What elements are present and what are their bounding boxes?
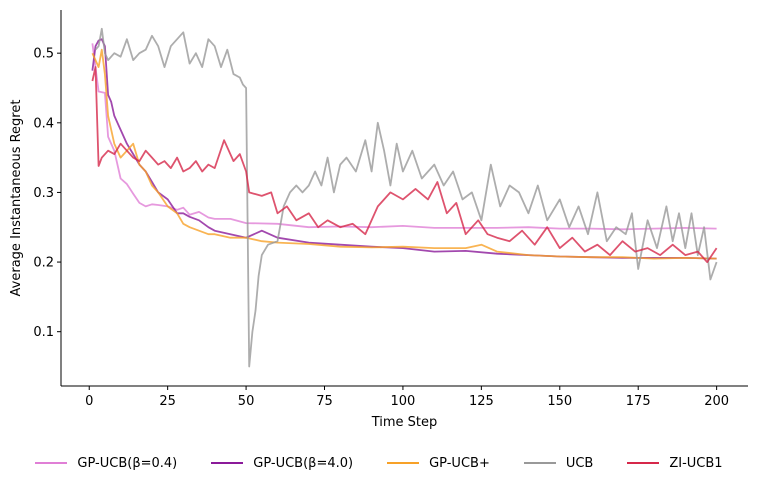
legend-item-4: ZI-UCB1 — [627, 455, 723, 471]
legend-swatch-0 — [35, 462, 68, 464]
legend-swatch-1 — [211, 462, 244, 464]
series-line-3 — [94, 27, 718, 368]
legend-label-2: GP-UCB+ — [429, 455, 490, 471]
series-line-1 — [91, 38, 717, 260]
legend-label-3: UCB — [565, 455, 594, 471]
legend: GP-UCB(β=0.4) GP-UCB(β=4.0) GP-UCB+ UCB ZI-U… — [0, 452, 758, 474]
legend-label-0: GP-UCB(β=0.4) — [77, 455, 178, 471]
x-tick-label-7: 175 — [626, 394, 651, 409]
x-tick-label-6: 150 — [547, 394, 572, 409]
legend-item-0: GP-UCB(β=0.4) — [35, 456, 177, 471]
series-line-4 — [91, 66, 718, 263]
y-tick-label-4: 0.5 — [33, 47, 54, 62]
y-tick-label-0: 0.1 — [33, 325, 54, 340]
x-tick-label-4: 100 — [391, 394, 416, 409]
x-tick-label-2: 50 — [238, 394, 255, 409]
x-tick-label-5: 125 — [469, 394, 494, 409]
legend-swatch-4 — [627, 462, 660, 464]
y-tick-label-3: 0.4 — [33, 116, 54, 131]
legend-label-1: GP-UCB(β=4.0) — [253, 455, 354, 471]
series-line-0 — [91, 43, 717, 231]
y-tick-label-2: 0.3 — [33, 186, 54, 201]
series-line-2 — [91, 48, 717, 260]
legend-item-1: GP-UCB(β=4.0) — [211, 456, 353, 471]
ticks-layer: 0 25 50 75 100 125 150 175 200 0.1 0.2 0.3 0.4 0.5 — [33, 47, 729, 409]
legend-item-2: GP-UCB+ — [387, 456, 490, 471]
x-tick-label-1: 25 — [159, 394, 176, 409]
legend-swatch-2 — [387, 462, 420, 464]
y-tick-label-1: 0.2 — [33, 256, 54, 271]
series-layer — [91, 27, 718, 368]
legend-swatch-3 — [523, 462, 556, 464]
x-tick-label-8: 200 — [704, 394, 729, 409]
x-tick-label-0: 0 — [85, 394, 93, 409]
x-axis-title: Time Step — [371, 415, 438, 430]
legend-item-3: UCB — [523, 455, 594, 471]
axes-layer — [60, 10, 748, 387]
x-tick-label-3: 75 — [316, 394, 333, 409]
legend-label-4: ZI-UCB1 — [669, 455, 723, 471]
y-axis-title: Average Instantaneous Regret — [9, 100, 24, 297]
